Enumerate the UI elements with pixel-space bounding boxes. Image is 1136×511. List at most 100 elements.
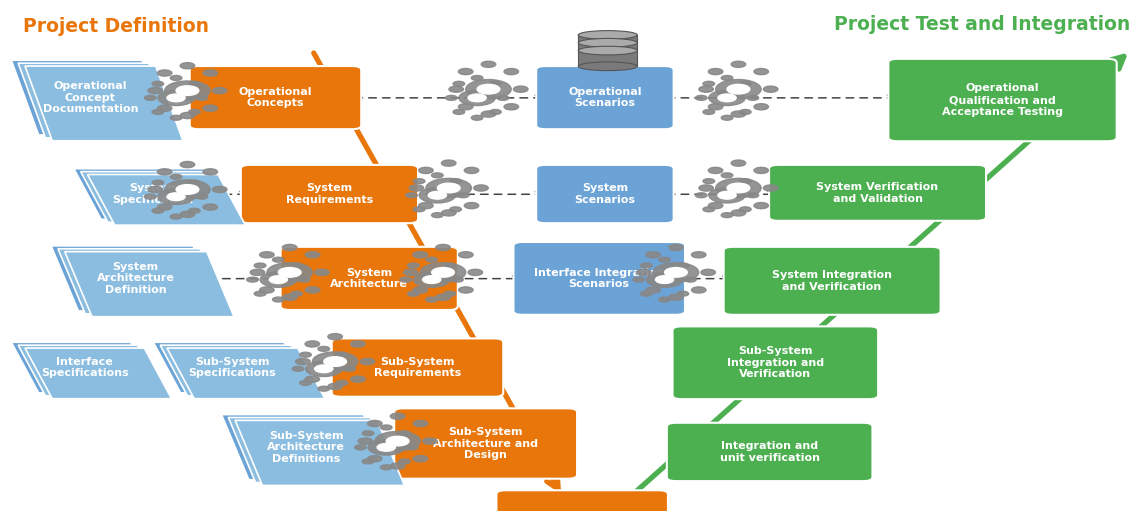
Circle shape: [291, 263, 302, 268]
Circle shape: [269, 276, 287, 284]
Ellipse shape: [578, 62, 637, 71]
Polygon shape: [222, 414, 391, 480]
FancyBboxPatch shape: [281, 247, 458, 310]
Circle shape: [197, 194, 208, 199]
Circle shape: [692, 252, 705, 258]
Circle shape: [665, 268, 687, 277]
Circle shape: [703, 81, 715, 86]
Text: System
Requirements: System Requirements: [286, 183, 373, 205]
Ellipse shape: [578, 38, 637, 47]
Circle shape: [468, 94, 486, 102]
Circle shape: [695, 193, 707, 198]
Circle shape: [437, 183, 460, 193]
Circle shape: [709, 167, 722, 174]
Circle shape: [732, 160, 745, 166]
Circle shape: [254, 263, 266, 268]
Circle shape: [482, 111, 495, 117]
Text: Sub-System
Integration and
Verification: Sub-System Integration and Verification: [727, 346, 824, 379]
Circle shape: [368, 456, 382, 462]
Circle shape: [716, 178, 761, 198]
Circle shape: [459, 104, 473, 110]
Circle shape: [306, 287, 319, 293]
Circle shape: [444, 263, 456, 268]
Circle shape: [212, 187, 227, 193]
FancyBboxPatch shape: [667, 423, 872, 481]
Circle shape: [267, 263, 312, 282]
Circle shape: [158, 90, 194, 106]
Circle shape: [250, 269, 265, 275]
Text: Project Definition: Project Definition: [23, 17, 209, 36]
Circle shape: [709, 68, 722, 75]
Circle shape: [212, 87, 227, 94]
Circle shape: [203, 204, 217, 210]
Polygon shape: [160, 345, 318, 396]
Polygon shape: [58, 249, 227, 314]
Circle shape: [354, 445, 366, 450]
Circle shape: [306, 341, 319, 347]
Circle shape: [459, 252, 473, 258]
Circle shape: [468, 269, 483, 275]
Circle shape: [152, 109, 164, 114]
Circle shape: [754, 104, 768, 110]
Circle shape: [498, 96, 509, 100]
Circle shape: [152, 81, 164, 86]
Circle shape: [414, 272, 450, 287]
Circle shape: [442, 160, 456, 166]
Text: Sub-System
Architecture
Definitions: Sub-System Architecture Definitions: [267, 431, 345, 463]
Circle shape: [414, 252, 427, 258]
Circle shape: [677, 263, 688, 268]
Polygon shape: [228, 417, 398, 482]
Circle shape: [459, 68, 473, 75]
Circle shape: [428, 192, 446, 199]
Polygon shape: [11, 60, 169, 135]
Circle shape: [703, 207, 715, 212]
Circle shape: [197, 96, 208, 100]
Circle shape: [436, 294, 450, 300]
Circle shape: [408, 263, 419, 268]
Circle shape: [295, 359, 310, 365]
Circle shape: [324, 357, 346, 366]
Circle shape: [144, 96, 156, 100]
Circle shape: [165, 180, 210, 199]
Circle shape: [148, 87, 162, 94]
Circle shape: [727, 183, 750, 193]
Circle shape: [419, 202, 433, 208]
Circle shape: [754, 167, 768, 174]
Circle shape: [504, 68, 518, 75]
Text: Integration and
unit verification: Integration and unit verification: [719, 441, 820, 463]
Circle shape: [336, 380, 348, 385]
Circle shape: [703, 179, 715, 183]
Circle shape: [283, 244, 296, 250]
Circle shape: [273, 297, 284, 302]
Circle shape: [490, 81, 501, 86]
FancyBboxPatch shape: [394, 408, 577, 479]
Circle shape: [414, 421, 427, 427]
Circle shape: [315, 365, 333, 373]
Text: Operational
Scenarios: Operational Scenarios: [568, 87, 642, 108]
Circle shape: [158, 169, 172, 175]
Circle shape: [181, 161, 194, 168]
Circle shape: [318, 346, 329, 352]
Circle shape: [459, 90, 495, 106]
Circle shape: [699, 185, 713, 191]
Text: Interface
Specifications: Interface Specifications: [41, 357, 128, 378]
Circle shape: [336, 352, 348, 357]
Polygon shape: [18, 63, 176, 138]
Circle shape: [423, 438, 437, 444]
Circle shape: [409, 185, 424, 191]
Circle shape: [278, 268, 301, 277]
Circle shape: [692, 287, 705, 293]
Text: System
Architecture
Definition: System Architecture Definition: [97, 262, 175, 295]
Circle shape: [718, 192, 736, 199]
Circle shape: [709, 104, 722, 110]
Circle shape: [701, 269, 716, 275]
Circle shape: [420, 263, 466, 282]
Circle shape: [419, 167, 433, 174]
Circle shape: [368, 421, 382, 427]
Circle shape: [386, 436, 409, 446]
Circle shape: [400, 277, 411, 282]
FancyBboxPatch shape: [888, 59, 1117, 141]
Circle shape: [351, 376, 365, 382]
Circle shape: [740, 179, 751, 183]
Circle shape: [450, 207, 461, 212]
